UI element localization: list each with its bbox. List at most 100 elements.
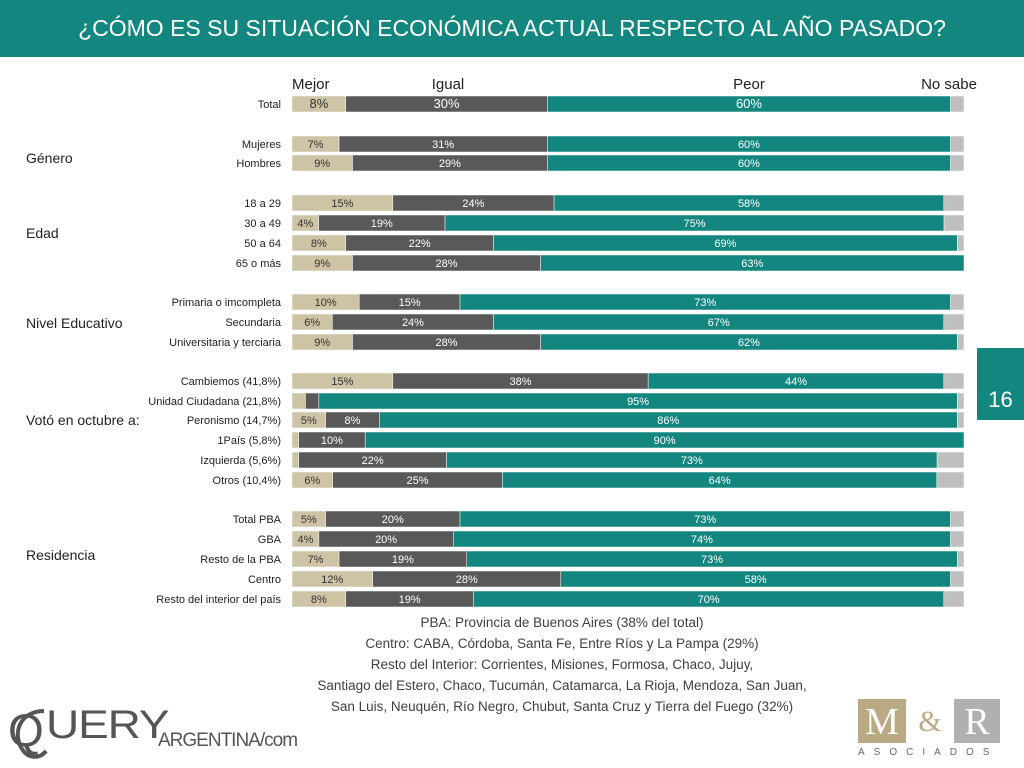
data-label: 12% bbox=[321, 574, 343, 586]
category-label: Total PBA bbox=[233, 514, 282, 526]
legend-igual: Igual bbox=[432, 76, 465, 93]
category-label: Secundaria bbox=[225, 317, 282, 329]
bar-segment-no-sabe bbox=[957, 392, 965, 410]
group-label: Género bbox=[26, 150, 73, 166]
data-label: 9% bbox=[314, 337, 330, 349]
footnote-line: Santiago del Estero, Chaco, Tucumán, Cat… bbox=[317, 678, 807, 693]
data-label: 62% bbox=[738, 337, 760, 349]
data-label: 19% bbox=[371, 218, 393, 230]
category-label: Hombres bbox=[236, 158, 281, 170]
footnote-line: San Luis, Neuquén, Río Negro, Chubut, Sa… bbox=[330, 699, 794, 714]
data-label: 10% bbox=[315, 297, 337, 309]
data-label: 29% bbox=[439, 158, 461, 170]
data-label: 30% bbox=[434, 96, 460, 111]
data-label: 8% bbox=[309, 96, 328, 111]
category-label: Peronismo (14,7%) bbox=[187, 415, 281, 427]
category-label: Izquierda (5,6%) bbox=[200, 455, 281, 467]
data-label: 64% bbox=[709, 475, 731, 487]
category-label: Universitaria y terciaria bbox=[169, 337, 282, 349]
bar-segment-no-sabe bbox=[957, 550, 965, 568]
legend-mejor: Mejor bbox=[292, 76, 330, 93]
bar-segment-no-sabe bbox=[950, 510, 965, 528]
data-label: 4% bbox=[297, 218, 313, 230]
query-argentina-logo: Q UERY ARGENTINA/com bbox=[8, 703, 338, 763]
bar-segment-peor bbox=[364, 431, 965, 449]
category-label: 65 o más bbox=[236, 258, 282, 270]
query-logo-suffix: ARGENTINA/com bbox=[158, 730, 298, 751]
category-label: Unidad Ciudadana (21,8%) bbox=[148, 396, 281, 408]
data-label: 90% bbox=[654, 435, 676, 447]
data-label: 73% bbox=[694, 514, 716, 526]
data-label: 28% bbox=[436, 258, 458, 270]
group-label: Residencia bbox=[26, 547, 95, 563]
category-label: Centro bbox=[248, 574, 281, 586]
mr-logo-r: R bbox=[954, 699, 1000, 743]
query-logo-word: UERY bbox=[46, 703, 170, 747]
data-label: 28% bbox=[456, 574, 478, 586]
stacked-bar-chart: Mejor Igual Peor No sabe Total 8% 30% 60% Género… bbox=[26, 76, 977, 608]
data-label: 9% bbox=[314, 158, 330, 170]
data-label: 6% bbox=[304, 317, 320, 329]
category-label: Total bbox=[258, 99, 281, 111]
category-label: Primaria o imcompleta bbox=[172, 297, 282, 309]
bar-segment-no-sabe bbox=[950, 135, 965, 153]
data-label: 15% bbox=[399, 297, 421, 309]
category-label: Mujeres bbox=[242, 139, 282, 151]
data-label: 24% bbox=[462, 198, 484, 210]
query-arc-icon bbox=[15, 709, 48, 759]
category-label: 1País (5,8%) bbox=[217, 435, 281, 447]
bar-segment-mejor bbox=[291, 451, 299, 469]
data-label: 8% bbox=[345, 415, 361, 427]
data-label: 31% bbox=[432, 139, 454, 151]
title-bar bbox=[0, 0, 1024, 57]
data-label: 73% bbox=[701, 554, 723, 566]
bar-segment-no-sabe bbox=[936, 471, 965, 489]
data-label: 73% bbox=[694, 297, 716, 309]
data-label: 38% bbox=[509, 376, 531, 388]
data-label: 6% bbox=[304, 475, 320, 487]
data-label: 25% bbox=[407, 475, 429, 487]
data-label: 4% bbox=[297, 534, 313, 546]
data-label: 24% bbox=[402, 317, 424, 329]
legend-no-sabe: No sabe bbox=[921, 76, 977, 93]
data-label: 5% bbox=[301, 415, 317, 427]
bar-segment-mejor bbox=[291, 392, 306, 410]
bar-segment-no-sabe bbox=[957, 234, 965, 252]
category-label: Otros (10,4%) bbox=[213, 475, 281, 487]
data-label: 60% bbox=[738, 139, 760, 151]
data-label: 22% bbox=[362, 455, 384, 467]
data-label: 60% bbox=[736, 96, 762, 111]
data-label: 44% bbox=[785, 376, 807, 388]
data-label: 8% bbox=[311, 594, 327, 606]
data-label: 58% bbox=[738, 198, 760, 210]
category-label: 18 a 29 bbox=[244, 198, 281, 210]
data-label: 75% bbox=[684, 218, 706, 230]
bar-segment-no-sabe bbox=[943, 214, 965, 232]
data-label: 5% bbox=[301, 514, 317, 526]
data-label: 73% bbox=[681, 455, 703, 467]
data-label: 70% bbox=[698, 594, 720, 606]
data-label: 22% bbox=[409, 238, 431, 250]
bar-segment-mejor bbox=[291, 431, 299, 449]
data-label: 7% bbox=[308, 139, 324, 151]
data-label: 15% bbox=[331, 376, 353, 388]
bar-segment-no-sabe bbox=[957, 333, 965, 351]
category-label: GBA bbox=[258, 534, 282, 546]
footnote-line: PBA: Provincia de Buenos Aires (38% del … bbox=[420, 615, 704, 630]
data-label: 63% bbox=[741, 258, 763, 270]
category-label: Resto de la PBA bbox=[200, 554, 281, 566]
mr-logo-ampersand: & bbox=[918, 705, 942, 738]
data-label: 60% bbox=[738, 158, 760, 170]
data-label: 74% bbox=[691, 534, 713, 546]
footnote-line: Centro: CABA, Córdoba, Santa Fe, Entre R… bbox=[365, 636, 759, 651]
footnote-line: Resto del Interior: Corrientes, Misiones… bbox=[370, 657, 754, 672]
group-label: Edad bbox=[26, 225, 59, 241]
group-label: Nivel Educativo bbox=[26, 315, 123, 331]
data-label: 8% bbox=[311, 238, 327, 250]
data-label: 28% bbox=[436, 337, 458, 349]
data-label: 86% bbox=[657, 415, 679, 427]
legend-peor: Peor bbox=[733, 76, 765, 93]
page-number-badge: 16 bbox=[977, 348, 1024, 420]
page-title: ¿CÓMO ES SU SITUACIÓN ECONÓMICA ACTUAL R… bbox=[78, 15, 946, 41]
data-label: 58% bbox=[745, 574, 767, 586]
